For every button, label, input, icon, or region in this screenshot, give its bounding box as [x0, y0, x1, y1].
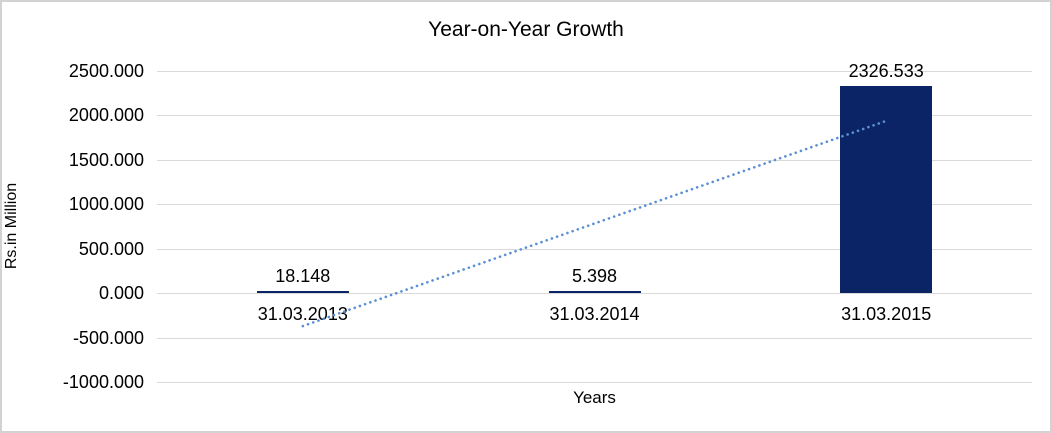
gridline	[157, 159, 1032, 161]
gridline	[157, 248, 1032, 250]
gridline	[157, 71, 1032, 72]
x-axis-title: Years	[573, 388, 616, 407]
bar	[840, 86, 933, 294]
bar-data-label: 2326.533	[848, 61, 924, 82]
bar	[548, 291, 641, 294]
chart-title: Year-on-Year Growth	[428, 18, 624, 41]
y-tick-label: -500.000	[72, 327, 144, 348]
bar-data-label: 5.398	[571, 266, 618, 287]
bar	[256, 291, 349, 294]
gridline	[157, 337, 1032, 339]
x-category-label: 31.03.2014	[549, 304, 640, 325]
x-category-label: 31.03.2015	[841, 304, 932, 325]
y-tick-label: 1500.000	[68, 149, 144, 170]
y-tick-label: 2500.000	[68, 61, 144, 81]
gridline	[157, 204, 1032, 206]
plot-area: 2500.000 2000.000 1500.000 1000.000 500.000 0…	[63, 61, 1032, 392]
y-axis-title: Rs.in Million	[3, 182, 20, 270]
trendline	[301, 119, 888, 328]
y-tick-label: 0.000	[98, 283, 144, 304]
x-category-label: 31.03.2013	[257, 304, 348, 325]
y-tick-label: 1000.000	[68, 194, 144, 215]
gridline	[157, 293, 1032, 295]
gridline	[157, 115, 1032, 117]
y-tick-label: -1000.000	[62, 372, 144, 392]
y-tick-label: 500.000	[78, 238, 144, 259]
bar-data-label: 18.148	[275, 266, 331, 287]
gridline	[157, 382, 1032, 383]
y-tick-label: 2000.000	[68, 105, 144, 126]
